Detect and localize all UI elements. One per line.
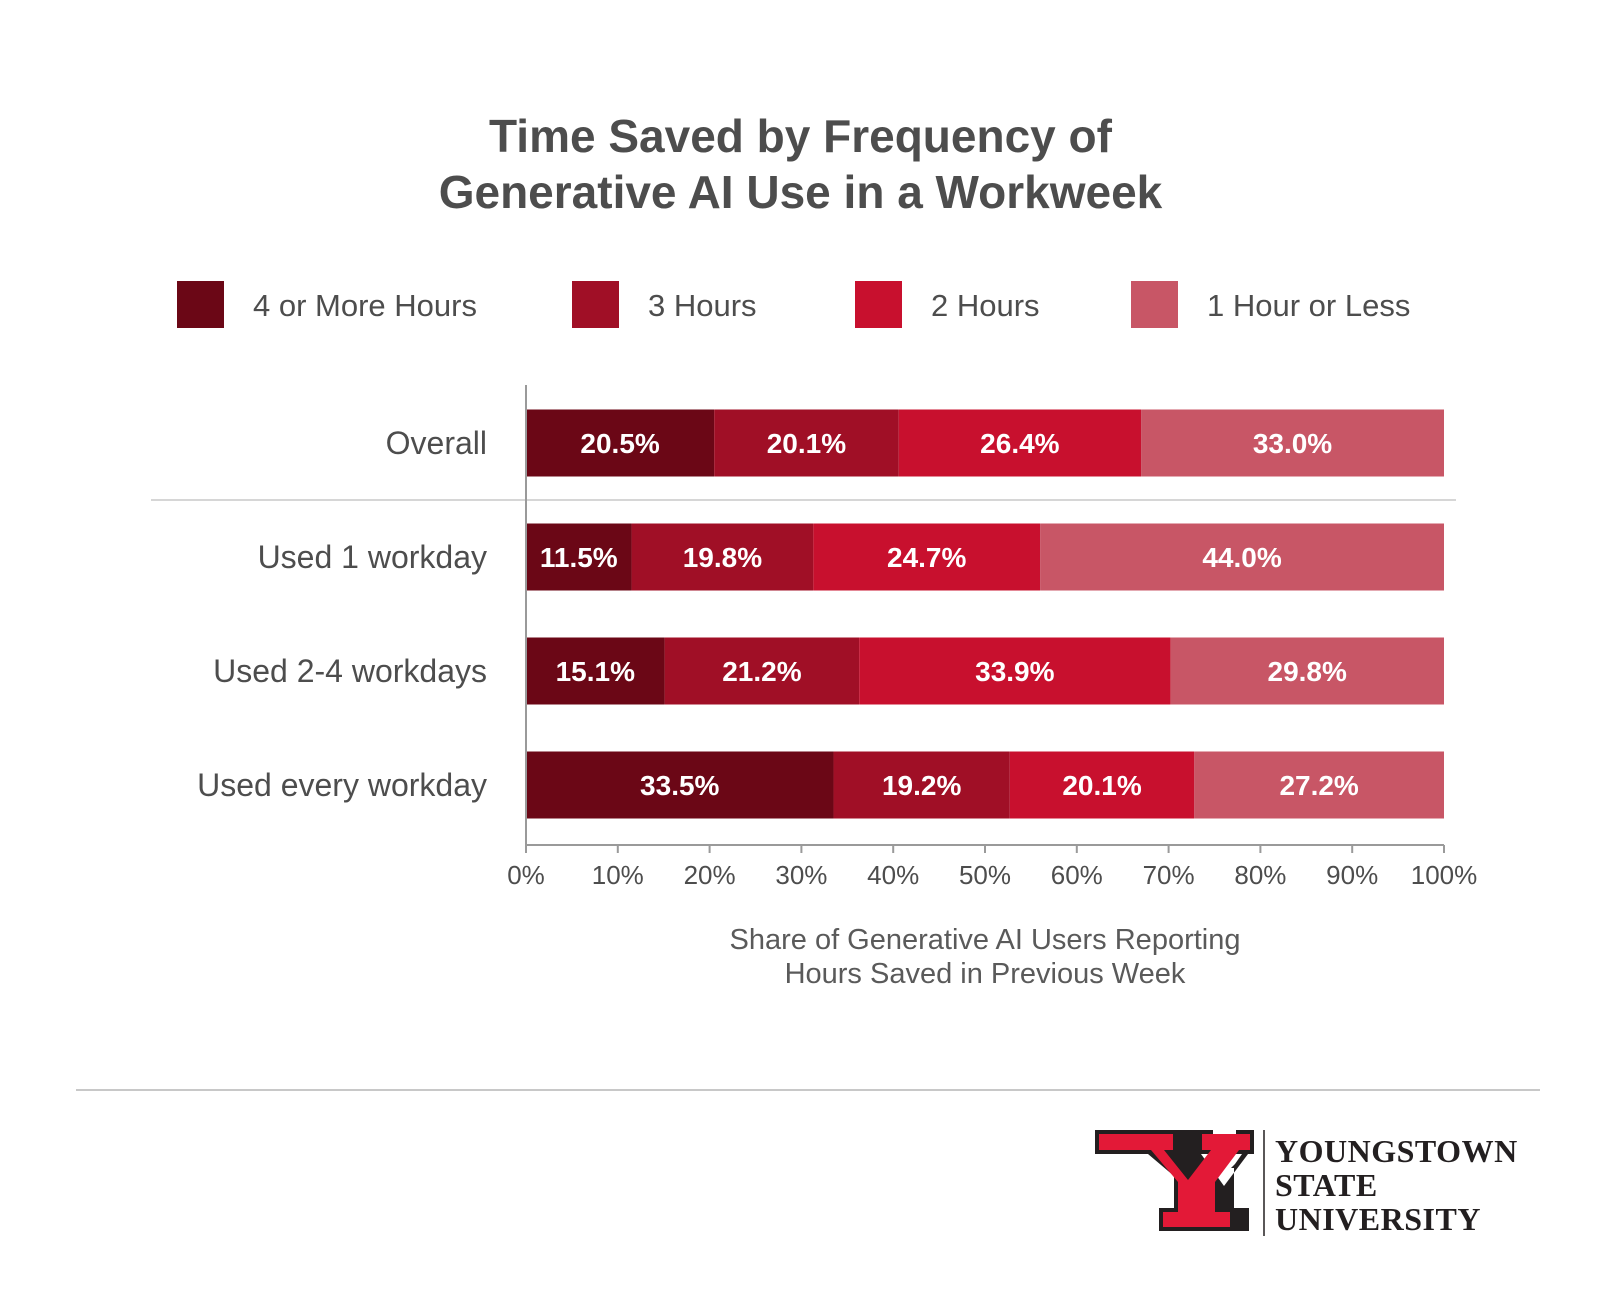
data-label-r1-s4: 33.0% bbox=[1253, 428, 1332, 459]
bar-segment-r4-s4 bbox=[1194, 751, 1444, 819]
x-tick-label-3: 20% bbox=[684, 860, 736, 890]
wordmark-line-3: UNIVERSITY bbox=[1275, 1201, 1481, 1237]
data-label-r3-s2: 21.2% bbox=[722, 656, 801, 687]
bar-segment-r2-s4 bbox=[1040, 523, 1444, 591]
data-label-r4-s3: 20.1% bbox=[1062, 770, 1141, 801]
bar-segment-r2-s2 bbox=[631, 523, 814, 591]
data-label-r4-s2: 19.2% bbox=[882, 770, 961, 801]
bar-segment-r3-s2 bbox=[664, 637, 860, 705]
bar-segment-r1-s3 bbox=[898, 409, 1142, 477]
x-tick-label-4: 30% bbox=[775, 860, 827, 890]
data-label-r3-s3: 33.9% bbox=[975, 656, 1054, 687]
bar-segment-r2-s3 bbox=[813, 523, 1041, 591]
data-label-r4-s1: 33.5% bbox=[640, 770, 719, 801]
bar-segment-r3-s4 bbox=[1170, 637, 1444, 705]
category-label-3: Used 2-4 workdays bbox=[213, 653, 487, 689]
data-label-r3-s1: 15.1% bbox=[556, 656, 635, 687]
legend-label-3: 2 Hours bbox=[931, 288, 1040, 323]
data-label-r4-s4: 27.2% bbox=[1279, 770, 1358, 801]
x-tick-label-7: 60% bbox=[1051, 860, 1103, 890]
legend-label-2: 3 Hours bbox=[648, 288, 757, 323]
data-label-r2-s3: 24.7% bbox=[887, 542, 966, 573]
data-label-r2-s2: 19.8% bbox=[683, 542, 762, 573]
x-axis-title-line-2: Hours Saved in Previous Week bbox=[785, 958, 1186, 990]
x-tick-label-6: 50% bbox=[959, 860, 1011, 890]
legend-swatch-4 bbox=[1131, 281, 1178, 328]
category-label-1: Overall bbox=[386, 425, 487, 461]
bar-segment-r3-s3 bbox=[859, 637, 1171, 705]
data-label-r3-s4: 29.8% bbox=[1268, 656, 1347, 687]
bar-segment-r3-s1 bbox=[526, 637, 665, 705]
data-label-r1-s2: 20.1% bbox=[767, 428, 846, 459]
chart-title-line-2: Generative AI Use in a Workweek bbox=[438, 166, 1163, 218]
ysu-y-logo-icon bbox=[1095, 1130, 1265, 1236]
university-wordmark: YOUNGSTOWN STATE UNIVERSITY bbox=[1275, 1134, 1518, 1236]
data-label-r2-s1: 11.5% bbox=[540, 542, 618, 573]
x-tick-label-2: 10% bbox=[592, 860, 644, 890]
x-tick-label-9: 80% bbox=[1234, 860, 1286, 890]
bar-segment-r1-s1 bbox=[526, 409, 715, 477]
bar-segment-r4-s2 bbox=[833, 751, 1010, 819]
bar-segment-r4-s3 bbox=[1009, 751, 1195, 819]
chart-title-line-1: Time Saved by Frequency of bbox=[489, 110, 1112, 162]
chart-title: Time Saved by Frequency of Generative AI… bbox=[0, 108, 1601, 220]
x-tick-label-1: 0% bbox=[507, 860, 545, 890]
footer-divider bbox=[76, 1089, 1540, 1091]
legend-swatch-1 bbox=[177, 281, 224, 328]
data-label-r1-s1: 20.5% bbox=[580, 428, 659, 459]
wordmark-line-2: STATE bbox=[1275, 1167, 1378, 1203]
x-tick-label-5: 40% bbox=[867, 860, 919, 890]
stacked-bar-chart: 4 or More Hours 3 Hours 2 Hours 1 Hour or L… bbox=[151, 281, 1478, 990]
x-axis-title-line-1: Share of Generative AI Users Reporting bbox=[730, 924, 1241, 956]
legend-swatch-2 bbox=[572, 281, 619, 328]
bar-segment-r4-s1 bbox=[526, 751, 834, 819]
bar-segment-r1-s2 bbox=[714, 409, 899, 477]
legend-label-4: 1 Hour or Less bbox=[1207, 288, 1410, 323]
bar-segment-r1-s4 bbox=[1141, 409, 1444, 477]
category-label-2: Used 1 workday bbox=[258, 539, 487, 575]
legend-label-1: 4 or More Hours bbox=[253, 288, 477, 323]
x-tick-label-8: 70% bbox=[1143, 860, 1195, 890]
legend-swatch-3 bbox=[855, 281, 902, 328]
category-label-4: Used every workday bbox=[197, 767, 487, 803]
data-label-r1-s3: 26.4% bbox=[980, 428, 1059, 459]
x-tick-label-11: 100% bbox=[1411, 860, 1478, 890]
wordmark-line-1: YOUNGSTOWN bbox=[1275, 1133, 1518, 1169]
data-label-r2-s4: 44.0% bbox=[1202, 542, 1281, 573]
x-tick-label-10: 90% bbox=[1326, 860, 1378, 890]
bar-segment-r2-s1 bbox=[526, 523, 632, 591]
